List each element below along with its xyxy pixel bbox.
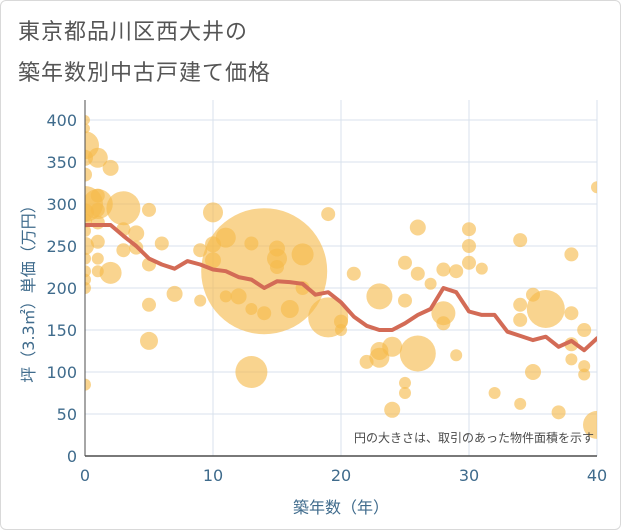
y-axis-label: 坪（3.3㎡）単価（万円） [19,197,38,382]
bubble-point [85,224,91,237]
bubble-point [578,360,591,373]
bubble-point [577,323,592,337]
bubble-point [90,202,105,217]
y-tick-label: 100 [46,363,77,382]
bubble-point [90,215,105,230]
bubble-point [578,368,591,381]
average-price-line [85,223,597,353]
bubble-point [335,324,347,336]
bubble-point [409,219,426,236]
bubble-point [436,262,451,277]
bubble-point [591,181,597,194]
y-tick-label: 50 [57,405,77,424]
bubble-point [85,252,91,265]
bubble-point [257,306,272,321]
bubble-point [564,247,579,262]
bubble-point [106,191,141,226]
x-tick-label: 40 [587,466,607,485]
bubble-point [142,202,156,217]
bubble-point [366,283,393,310]
bubble-point [551,405,566,420]
bubble-point [475,262,488,275]
bubble-point [450,349,463,362]
bubble-point [85,378,91,391]
bubble-point [85,123,90,134]
bubble-point [398,255,412,270]
chart-title-line-1: 東京都品川区西大井の [18,20,249,45]
chart-title-line-2: 築年数別中古戸建て価格 [18,61,272,86]
y-tick-label: 150 [46,321,77,340]
bubble-point [166,285,183,302]
bubble-point [462,239,476,253]
bubble-point [399,335,436,372]
x-tick-label: 0 [80,466,90,485]
bubble-point [431,301,456,326]
bubble-point [87,147,108,168]
y-tick-label: 350 [46,153,77,172]
y-tick-label: 0 [67,447,77,466]
y-tick-label: 200 [46,279,77,298]
bubble-point [565,353,578,366]
bubble-point [346,266,361,281]
bubble-point [85,282,91,294]
bubble-point [583,410,597,439]
x-tick-label: 10 [203,466,223,485]
bubble-point [398,293,412,308]
bubble-point [140,331,158,350]
bubble-point [116,243,131,258]
x-tick-label: 20 [331,466,351,485]
bubble-point [321,207,336,222]
bubble-point [91,252,104,265]
bubble-point [462,222,476,237]
bubble-point [410,266,425,281]
bubble-point [513,297,528,312]
bubble-point [142,297,156,312]
chart-annotation: 円の大きさは、取引のあった物件面積を示す [354,430,594,445]
bubble-point [525,364,541,380]
bubble-point [449,264,464,279]
bubble-point [90,234,105,249]
bubble-point [235,356,268,388]
bubble-point [102,159,119,176]
y-tick-label: 250 [46,237,77,256]
bubble-point [526,290,565,328]
bubble-point [399,387,411,399]
bubble-point [514,397,527,410]
bubble-point [564,306,579,321]
bubble-point [399,376,411,389]
bubble-point [462,255,476,270]
bubble-point [384,401,401,418]
y-tick-label: 400 [46,111,77,130]
bubble-point [99,261,122,284]
bubble-point [280,300,299,318]
bubble-point [436,316,451,331]
bubble-point [513,312,528,327]
bubble-point [291,243,314,266]
bubble-point [85,167,92,182]
bubble-point [85,115,90,125]
bubble-point [154,236,169,251]
bubble-point [382,336,403,357]
bubble-point [203,202,223,223]
bubble-point [513,233,528,248]
bubble-point [424,277,437,290]
bubble-point [194,294,207,307]
x-axis-label: 築年数（年） [293,498,389,517]
x-tick-label: 30 [459,466,479,485]
y-tick-label: 300 [46,195,77,214]
bubble-point [128,225,145,242]
bubble-point [270,260,284,274]
bubble-point [334,314,348,329]
bubble-point [488,387,501,399]
